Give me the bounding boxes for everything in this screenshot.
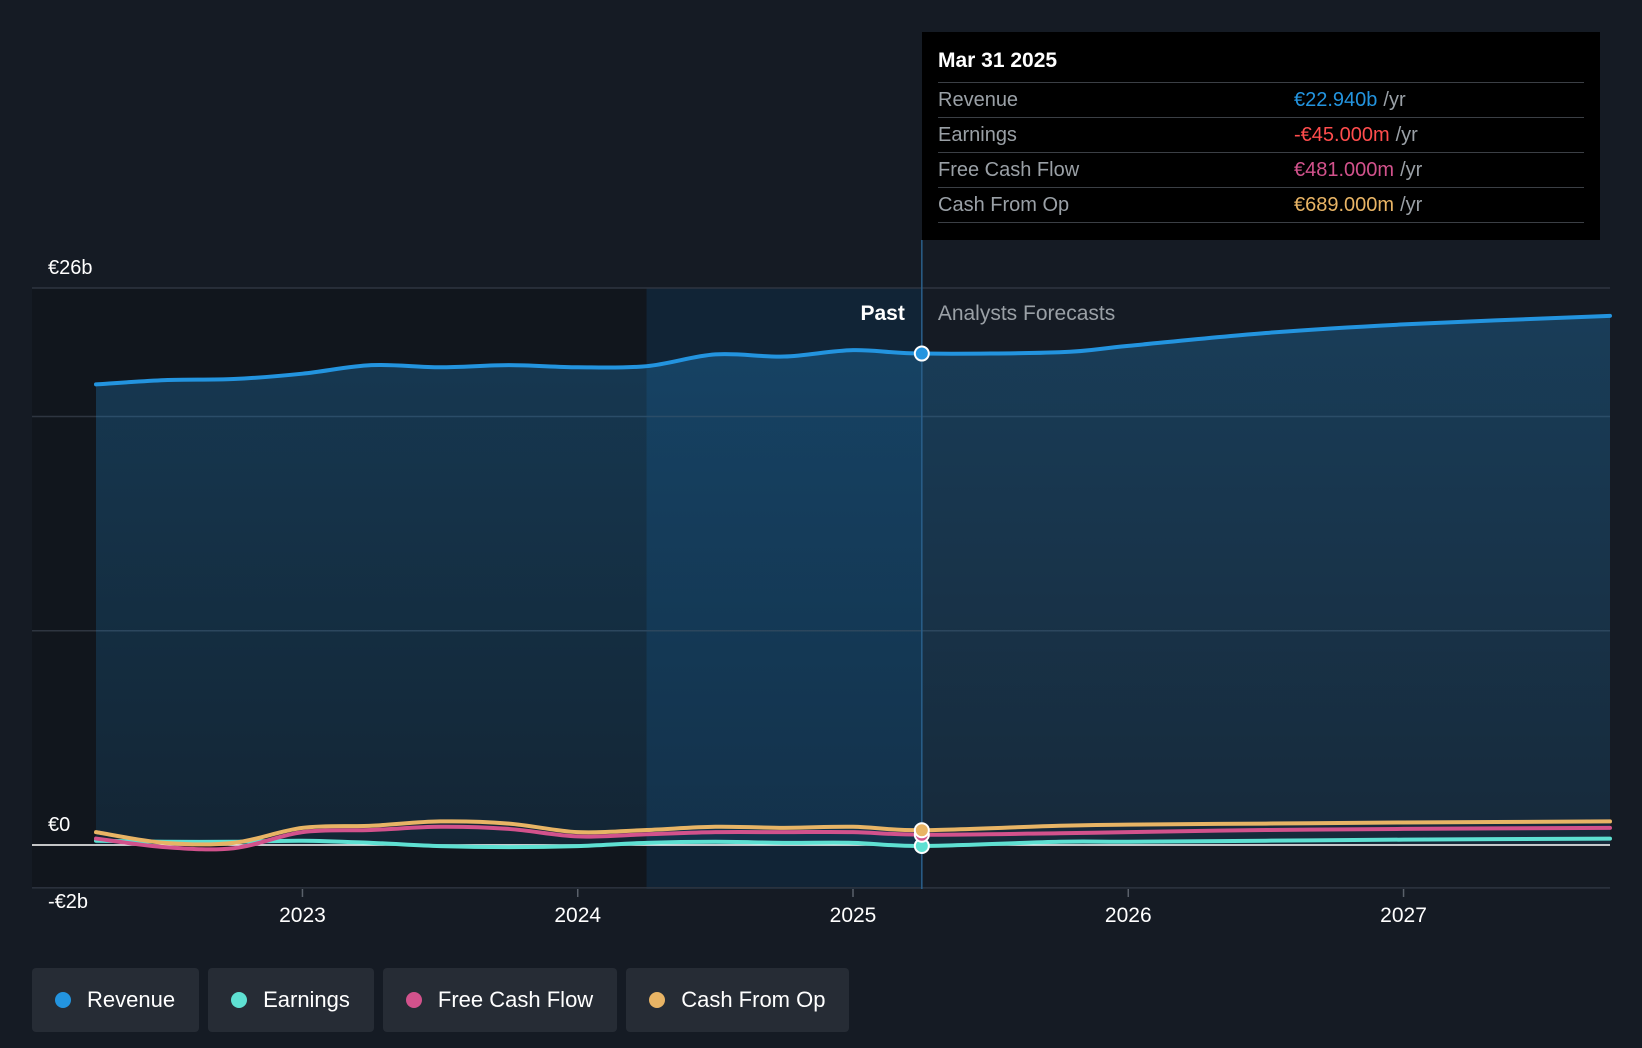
cash-from-op-marker	[913, 822, 930, 839]
tooltip-date: Mar 31 2025	[938, 49, 1058, 72]
x-tick-label: 2023	[279, 904, 326, 927]
revenue-area	[96, 315, 1610, 846]
tooltip-row-cash-from-op: Cash From Op €689.000m/yr	[938, 187, 1584, 223]
legend-label: Earnings	[263, 987, 350, 1012]
free-cash-flow-line	[94, 824, 1612, 852]
x-tick-label: 2026	[1105, 904, 1152, 927]
series-lines	[94, 313, 1612, 852]
x-tick-label: 2025	[830, 904, 877, 927]
earnings-line	[94, 836, 1612, 850]
legend-label: Free Cash Flow	[437, 987, 594, 1012]
tooltip-value: -€45.000m/yr	[1294, 118, 1418, 152]
earnings-value: -€45.000m	[1294, 124, 1390, 146]
y-axis-labels: €26b €0 -€2b	[48, 257, 93, 913]
tooltip-label: Revenue	[938, 89, 1019, 111]
unit: /yr	[1383, 89, 1406, 111]
tooltip-row-earnings: Earnings -€45.000m/yr	[938, 117, 1584, 152]
cash-from-op-line	[94, 819, 1612, 847]
legend-item-revenue[interactable]: Revenue	[32, 968, 200, 1032]
y-tick-label: -€2b	[48, 891, 88, 913]
legend-item-cash-from-op[interactable]: Cash From Op	[626, 968, 850, 1032]
legend-label: Cash From Op	[681, 987, 826, 1012]
free-cash-flow-value: €481.000m	[1294, 159, 1395, 181]
hover-markers	[913, 345, 930, 854]
tooltip-value: €481.000m/yr	[1294, 153, 1422, 187]
cash-from-op-dot-icon	[649, 992, 666, 1008]
revenue-line	[94, 313, 1612, 387]
x-axis-labels: 2023 2024 2025 2026 2027	[279, 889, 1427, 927]
tooltip: Mar 31 2025 Revenue €22.940b/yr Earnings…	[922, 32, 1600, 240]
x-tick-label: 2027	[1380, 904, 1427, 927]
forecast-label: Analysts Forecasts	[938, 302, 1115, 325]
y-tick-label: €26b	[48, 257, 93, 279]
legend-item-earnings[interactable]: Earnings	[208, 968, 374, 1032]
tooltip-label: Earnings	[938, 124, 1017, 146]
tooltip-row-revenue: Revenue €22.940b/yr	[938, 82, 1584, 117]
tooltip-row-free-cash-flow: Free Cash Flow €481.000m/yr	[938, 152, 1584, 187]
y-tick-label: €0	[48, 814, 70, 836]
free-cash-flow-dot-icon	[405, 992, 422, 1008]
tooltip-value: €689.000m/yr	[1294, 188, 1422, 222]
earnings-dot-icon	[231, 992, 248, 1008]
revenue-value: €22.940b	[1294, 89, 1378, 111]
unit: /yr	[1395, 124, 1418, 146]
past-label: Past	[860, 302, 904, 325]
tooltip-label: Free Cash Flow	[938, 159, 1080, 181]
legend-item-free-cash-flow[interactable]: Free Cash Flow	[382, 968, 618, 1032]
tooltip-value: €22.940b/yr	[1294, 83, 1406, 117]
unit: /yr	[1400, 194, 1423, 216]
cash-from-op-value: €689.000m	[1294, 194, 1395, 216]
legend-label: Revenue	[87, 987, 176, 1012]
unit: /yr	[1400, 159, 1423, 181]
x-tick-label: 2024	[554, 904, 601, 927]
legend: Revenue Earnings Free Cash Flow Cash Fro…	[32, 968, 850, 1032]
revenue-marker	[913, 345, 930, 362]
tooltip-label: Cash From Op	[938, 194, 1070, 216]
revenue-dot-icon	[55, 992, 71, 1008]
